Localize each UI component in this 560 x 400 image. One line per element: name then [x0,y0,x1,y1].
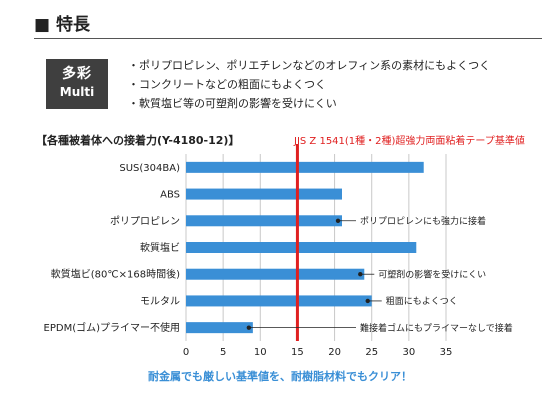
tagline: 耐金属でも厳しい基準値を、耐樹脂材料でもクリア！ [148,370,412,383]
x-tick-label: 20 [328,347,341,358]
bar [186,268,365,280]
feature-item: 軟質塩ビ等の可塑剤の影響を受けにくい [128,94,490,113]
bar [186,161,424,173]
annotation-label: 可塑剤の影響を受けにくい [378,268,486,280]
section-heading: ■ 特長 [34,15,90,35]
bar [186,242,417,253]
x-tick-label: 0 [183,347,189,358]
bar [186,215,342,227]
category-label: 軟質塩ビ(80℃×168時間後) [51,268,180,281]
category-label: ポリプロピレン [110,215,180,227]
multi-badge: 多彩 Multi [46,59,108,109]
category-label: モルタル [140,295,180,307]
category-label: 軟質塩ビ [140,241,180,254]
bar [186,295,372,307]
heading-underline [34,38,542,39]
annotation-label: 粗面にもよくつく [386,295,458,307]
feature-item: コンクリートなどの粗面にもよくつく [128,75,490,94]
feature-list: ポリプロピレン、ポリエチレンなどのオレフィン系の素材にもよくつく コンクリートな… [128,56,490,113]
x-tick-label: 10 [254,347,267,358]
category-label: ABS [160,190,180,201]
x-tick-label: 30 [402,347,415,358]
badge-label-jp: 多彩 [62,66,92,82]
x-tick-label: 25 [365,347,378,358]
bar [186,188,342,200]
annotation-label: 難接着ゴムにもプライマーなしで接着 [360,322,513,334]
category-label: SUS(304BA) [119,163,180,174]
bar [186,322,253,334]
badge-label-en: Multi [59,85,95,99]
x-tick-label: 35 [440,347,453,358]
x-tick-label: 15 [291,347,304,358]
category-label: EPDM(ゴム)プライマー不使用 [44,321,180,334]
chart-title: 【各種被着体への接着力(Y-4180-12)】 [36,134,240,147]
feature-item: ポリプロピレン、ポリエチレンなどのオレフィン系の素材にもよくつく [128,56,490,75]
reference-line-label: JIS Z 1541(1種・2種)超強力両面粘着テープ基準値 [294,136,525,147]
x-tick-label: 5 [220,347,226,358]
annotation-label: ポリプロピレンにも強力に接着 [360,215,486,227]
